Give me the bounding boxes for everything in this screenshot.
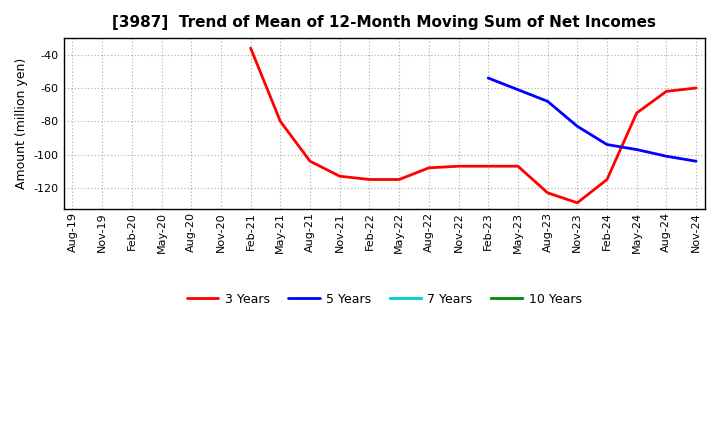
5 Years — [632, 147, 641, 152]
5 Years — [544, 99, 552, 104]
3 Years — [454, 164, 463, 169]
5 Years — [484, 75, 492, 81]
3 Years — [365, 177, 374, 182]
3 Years — [632, 110, 641, 116]
5 Years — [662, 154, 671, 159]
5 Years — [513, 87, 522, 92]
Line: 3 Years: 3 Years — [251, 48, 696, 203]
3 Years — [662, 89, 671, 94]
3 Years — [276, 119, 284, 124]
3 Years — [246, 45, 255, 51]
3 Years — [306, 158, 315, 164]
3 Years — [484, 164, 492, 169]
3 Years — [336, 173, 344, 179]
5 Years — [573, 124, 582, 129]
3 Years — [395, 177, 403, 182]
Y-axis label: Amount (million yen): Amount (million yen) — [15, 58, 28, 189]
Title: [3987]  Trend of Mean of 12-Month Moving Sum of Net Incomes: [3987] Trend of Mean of 12-Month Moving … — [112, 15, 656, 30]
3 Years — [513, 164, 522, 169]
Line: 5 Years: 5 Years — [488, 78, 696, 161]
5 Years — [603, 142, 611, 147]
3 Years — [425, 165, 433, 171]
3 Years — [692, 85, 701, 91]
5 Years — [692, 158, 701, 164]
3 Years — [544, 190, 552, 195]
3 Years — [603, 177, 611, 182]
3 Years — [573, 200, 582, 205]
Legend: 3 Years, 5 Years, 7 Years, 10 Years: 3 Years, 5 Years, 7 Years, 10 Years — [182, 288, 587, 311]
